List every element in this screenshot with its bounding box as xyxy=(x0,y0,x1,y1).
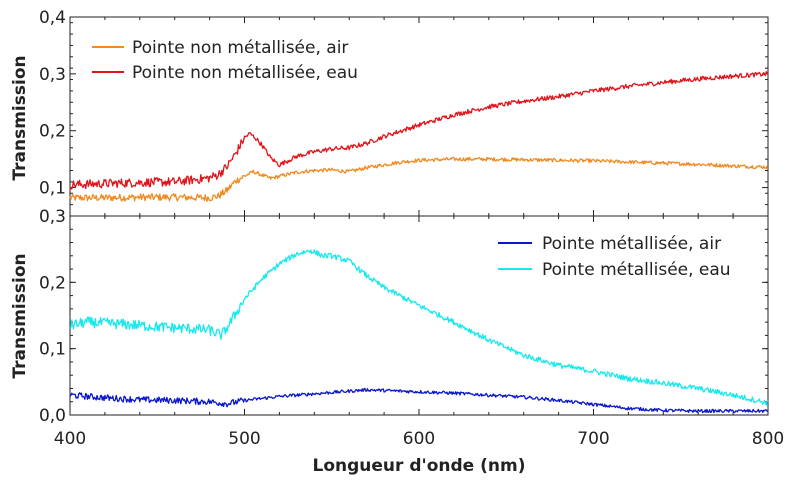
y-tick-label: 0,2 xyxy=(39,273,66,293)
top-y-axis-title: Transmission xyxy=(10,55,30,180)
series-line-1-1 xyxy=(69,249,769,406)
y-tick-label: 0,3 xyxy=(39,65,66,85)
series-line-0-1 xyxy=(69,71,769,190)
y-tick-label: 0,1 xyxy=(39,179,66,199)
y-tick-label: 0,4 xyxy=(39,8,66,28)
legend-label: Pointe non métallisée, air xyxy=(132,38,348,58)
y-tick-label: 0,3 xyxy=(39,207,66,227)
legend-label: Pointe métallisée, air xyxy=(542,234,721,254)
legend-label: Pointe non métallisée, eau xyxy=(132,63,358,83)
y-tick-label: 0,1 xyxy=(39,340,66,360)
y-tick-label: 0,2 xyxy=(39,122,66,142)
series-layer xyxy=(69,71,769,414)
series-line-0-0 xyxy=(69,156,769,202)
bottom-y-axis-title: Transmission xyxy=(10,253,30,378)
y-tick-label: 0,0 xyxy=(39,406,66,426)
legend-layer: Pointe non métallisée, air Pointe non mét… xyxy=(92,38,731,280)
ticks-layer: 0,1 0,2 0,3 0,4 0,0 0,1 0,2 0,3 400 500 600 700 800 xyxy=(39,8,784,449)
x-tick-label: 700 xyxy=(577,429,609,449)
series-line-1-0 xyxy=(69,387,769,414)
x-axis-title: Longueur d'onde (nm) xyxy=(313,456,526,476)
legend-label: Pointe métallisée, eau xyxy=(542,260,731,280)
x-tick-label: 600 xyxy=(403,429,435,449)
x-tick-label: 800 xyxy=(752,429,784,449)
x-tick-label: 400 xyxy=(54,429,86,449)
x-tick-label: 500 xyxy=(228,429,260,449)
